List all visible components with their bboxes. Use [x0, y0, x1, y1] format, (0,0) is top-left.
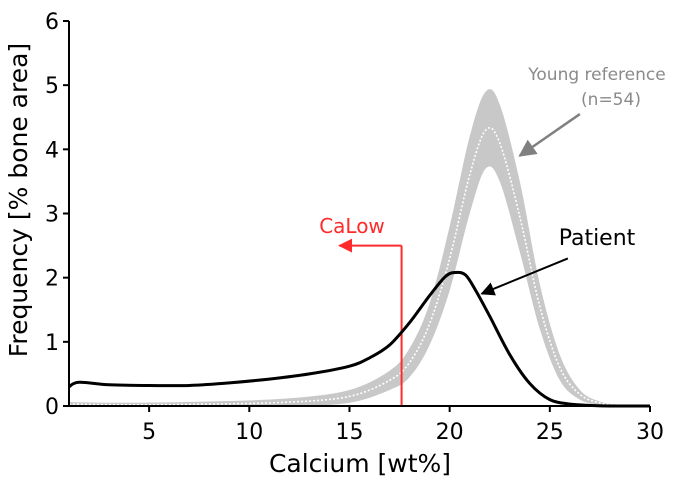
reference-pointer-arrow [518, 113, 581, 157]
young-reference-band [69, 89, 650, 407]
calow-label: CaLow [319, 214, 385, 238]
y-axis-label: Frequency [% bone area] [4, 43, 33, 357]
patient-pointer-arrow [480, 257, 569, 296]
x-tick-label-20: 20 [436, 420, 464, 445]
x-tick-label-15: 15 [335, 420, 363, 445]
y-tick-label-6: 6 [45, 10, 59, 35]
patient-label: Patient [559, 226, 636, 251]
young-reference-mean-line [68, 127, 651, 407]
series-line-patient [68, 270, 651, 408]
x-axis-label: Calcium [wt%] [269, 449, 451, 478]
y-tick-label-5: 5 [45, 74, 59, 99]
young-reference-n-label: (n=54) [581, 90, 641, 110]
x-tick-label-5: 5 [142, 420, 156, 445]
x-tick-label-30: 30 [636, 420, 664, 445]
plot-area [68, 89, 651, 408]
young-reference-label: Young reference [527, 65, 665, 85]
x-tick-label-10: 10 [235, 420, 263, 445]
y-tick-label-3: 3 [45, 203, 59, 228]
y-tick-label-1: 1 [45, 331, 59, 356]
annotations: Frequency [% bone area] Calcium [wt%] Yo… [4, 43, 666, 478]
y-tick-label-2: 2 [45, 267, 59, 292]
y-tick-label-4: 4 [45, 138, 59, 163]
axes: 5 10 15 20 25 30 0 1 2 3 4 5 6 [45, 10, 664, 445]
y-tick-label-0: 0 [45, 395, 59, 420]
x-tick-label-25: 25 [536, 420, 564, 445]
